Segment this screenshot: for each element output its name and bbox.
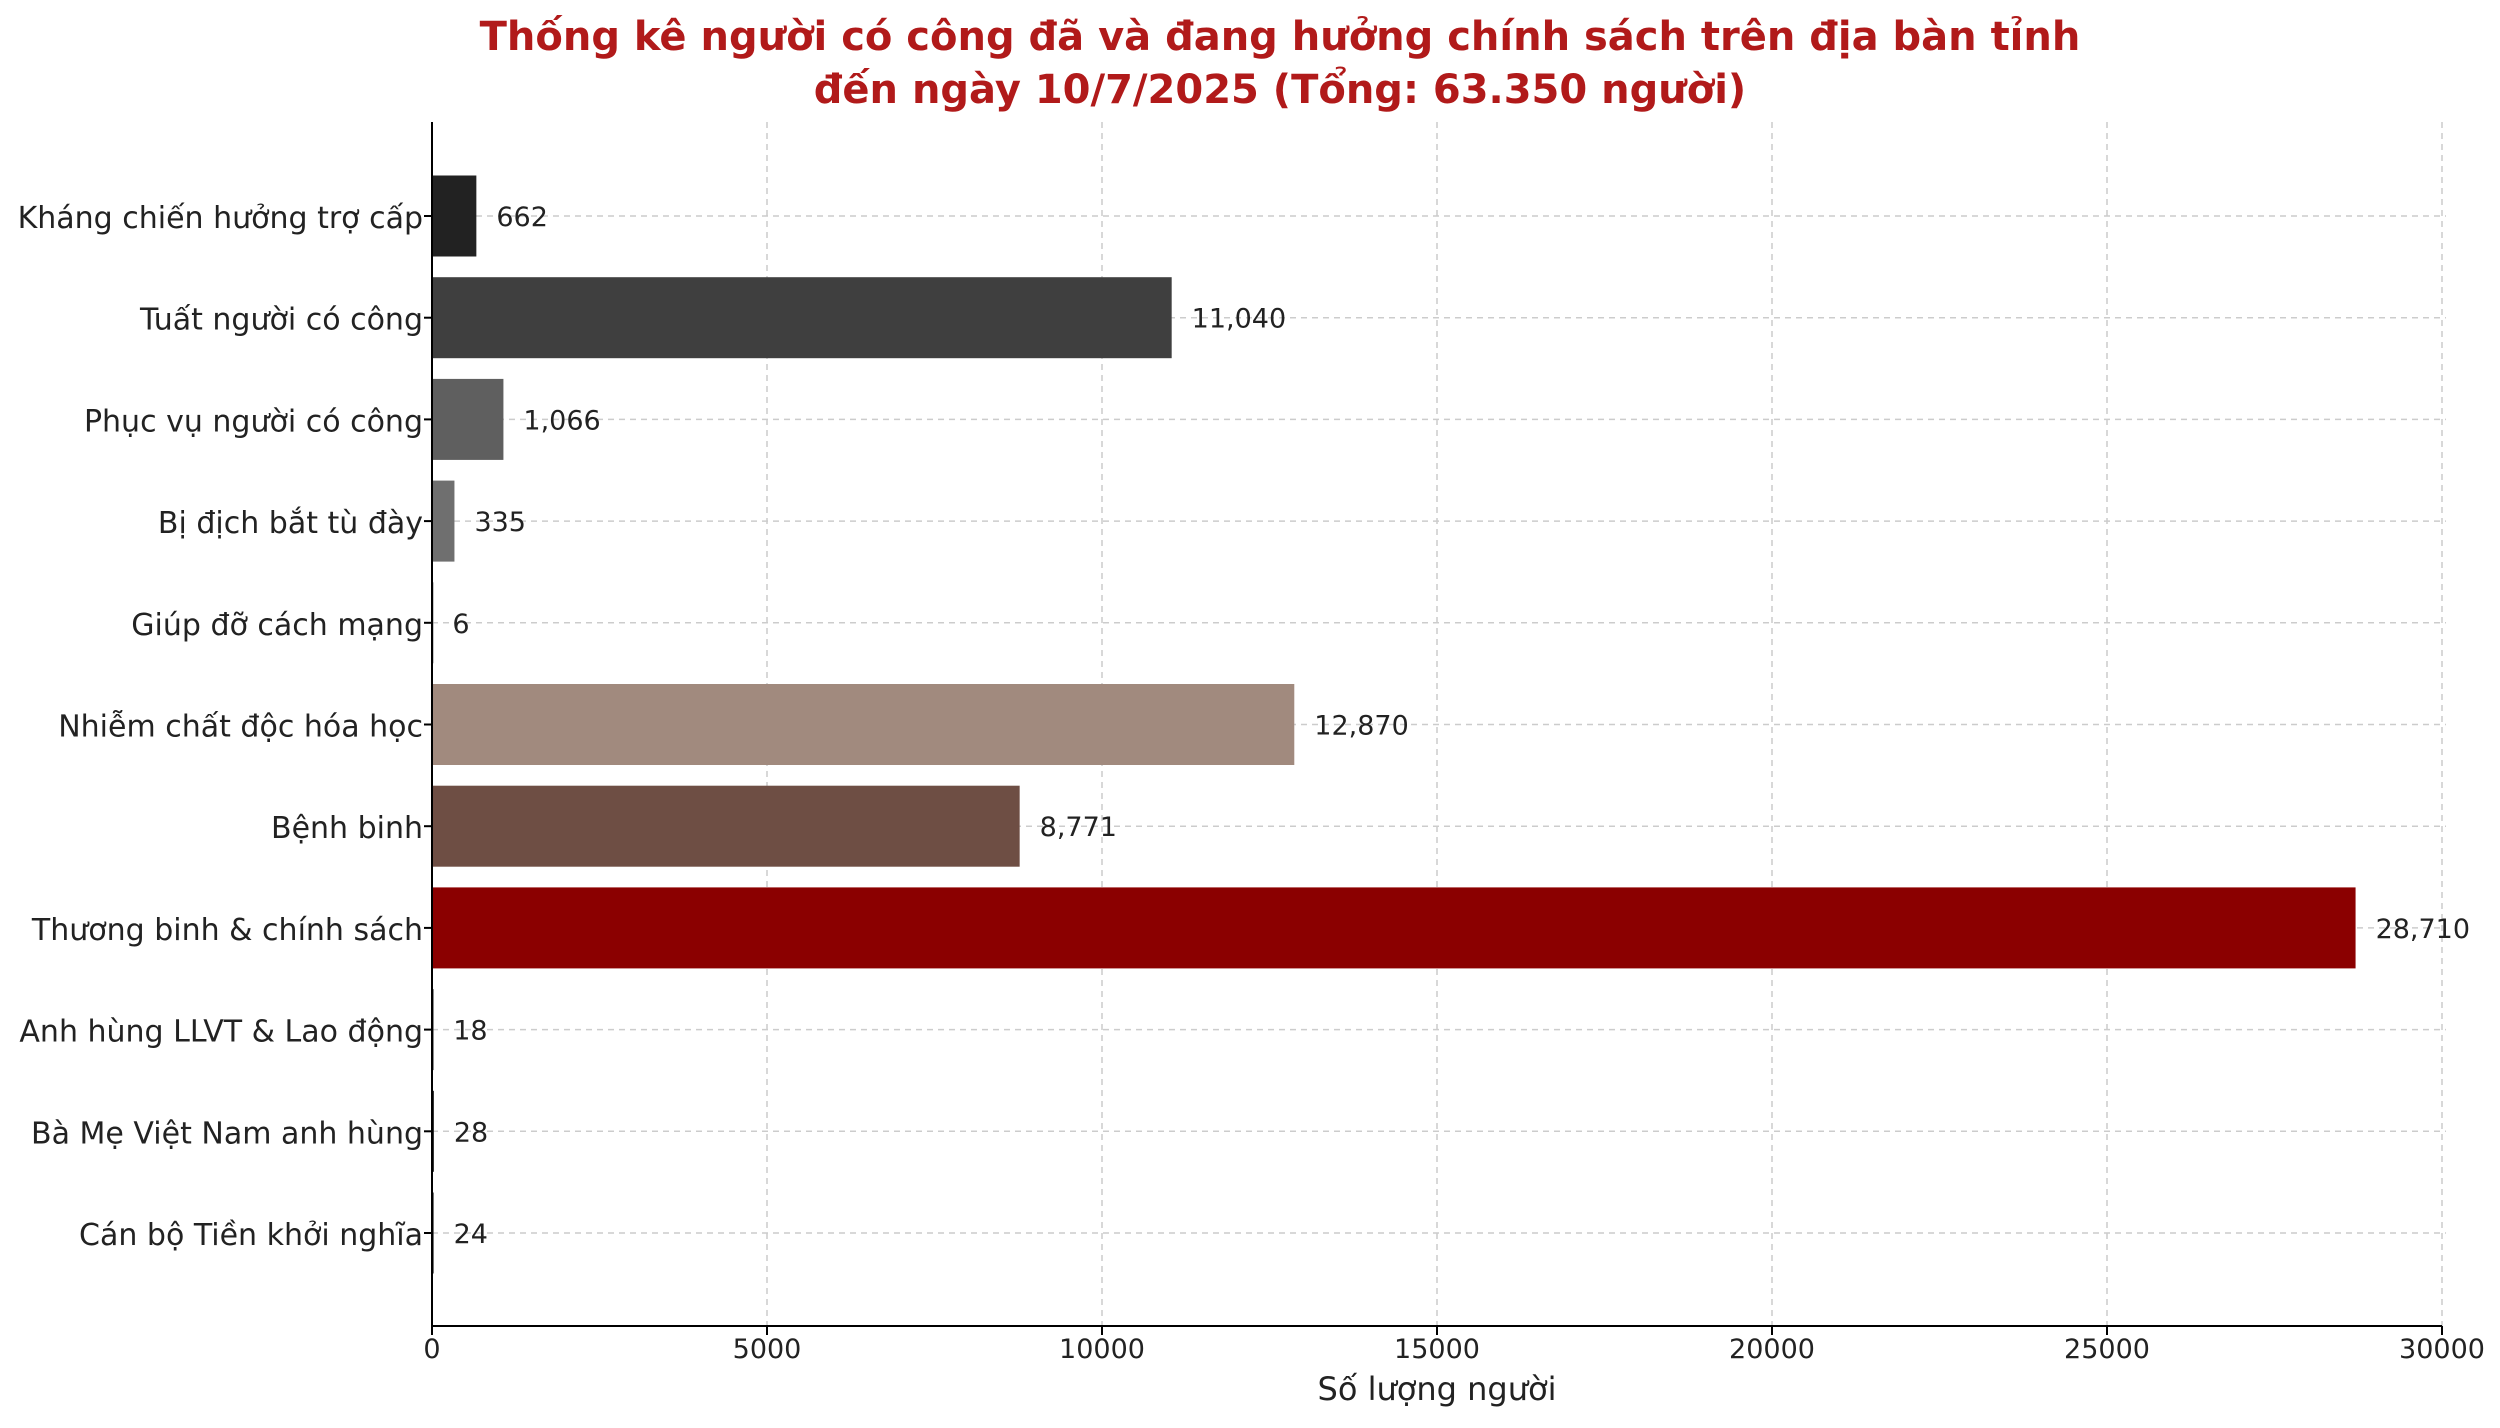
bar — [432, 378, 504, 460]
bar — [432, 684, 1295, 765]
bar-value-label: 24 — [454, 1219, 488, 1250]
category-label: Bệnh binh — [271, 811, 423, 846]
category-label: Giúp đỡ cách mạng — [131, 608, 423, 643]
x-tick-label: 5000 — [733, 1334, 802, 1365]
bar — [432, 887, 2356, 969]
labels-layer: 0 5000 10000 15000 20000 25000 30000 Kháng chiế… — [18, 201, 2485, 1365]
category-label: Cán bộ Tiền khởi nghĩa — [79, 1218, 423, 1253]
x-tick-label: 30000 — [2399, 1334, 2485, 1365]
category-label: Nhiễm chất độc hóa học — [58, 710, 423, 745]
category-label: Anh hùng LLVT & Lao động — [19, 1015, 423, 1050]
category-label: Bà Mẹ Việt Nam anh hùng — [31, 1116, 423, 1151]
x-tick-label: 0 — [423, 1334, 440, 1365]
category-label: Thương binh & chính sách — [31, 913, 423, 948]
category-label: Kháng chiến hưởng trợ cấp — [18, 201, 423, 236]
x-tick-label: 20000 — [1729, 1334, 1815, 1365]
grid-layer — [432, 122, 2446, 1326]
bar-value-label: 28,710 — [2376, 914, 2470, 945]
chart-title-line1: Thống kê người có công đã và đang hưởng … — [480, 14, 2081, 60]
bar — [432, 785, 1020, 867]
bar-value-label: 11,040 — [1192, 304, 1286, 335]
bar-value-label: 18 — [453, 1016, 487, 1047]
bar-value-label: 1,066 — [523, 405, 600, 436]
x-tick-label: 15000 — [1394, 1334, 1480, 1365]
bar-value-label: 8,771 — [1040, 812, 1117, 843]
bar-value-label: 28 — [454, 1117, 488, 1148]
bar — [432, 480, 455, 562]
bar-value-label: 335 — [474, 507, 526, 538]
category-label: Phục vụ người có công — [84, 404, 423, 439]
bars-layer — [432, 175, 2356, 1274]
bar-value-label: 6 — [452, 609, 469, 640]
bar-value-label: 662 — [496, 202, 548, 233]
bar — [432, 175, 477, 257]
category-label: Bị địch bắt tù đày — [158, 506, 423, 541]
category-label: Tuất người có công — [139, 303, 423, 338]
bar — [432, 277, 1172, 359]
chart-title-line2: đến ngày 10/7/2025 (Tổng: 63.350 người) — [814, 65, 1746, 113]
x-tick-label: 10000 — [1059, 1334, 1145, 1365]
x-tick-label: 25000 — [2064, 1334, 2150, 1365]
bar-value-label: 12,870 — [1314, 711, 1408, 742]
x-axis-label: Số lượng người — [1318, 1370, 1557, 1408]
